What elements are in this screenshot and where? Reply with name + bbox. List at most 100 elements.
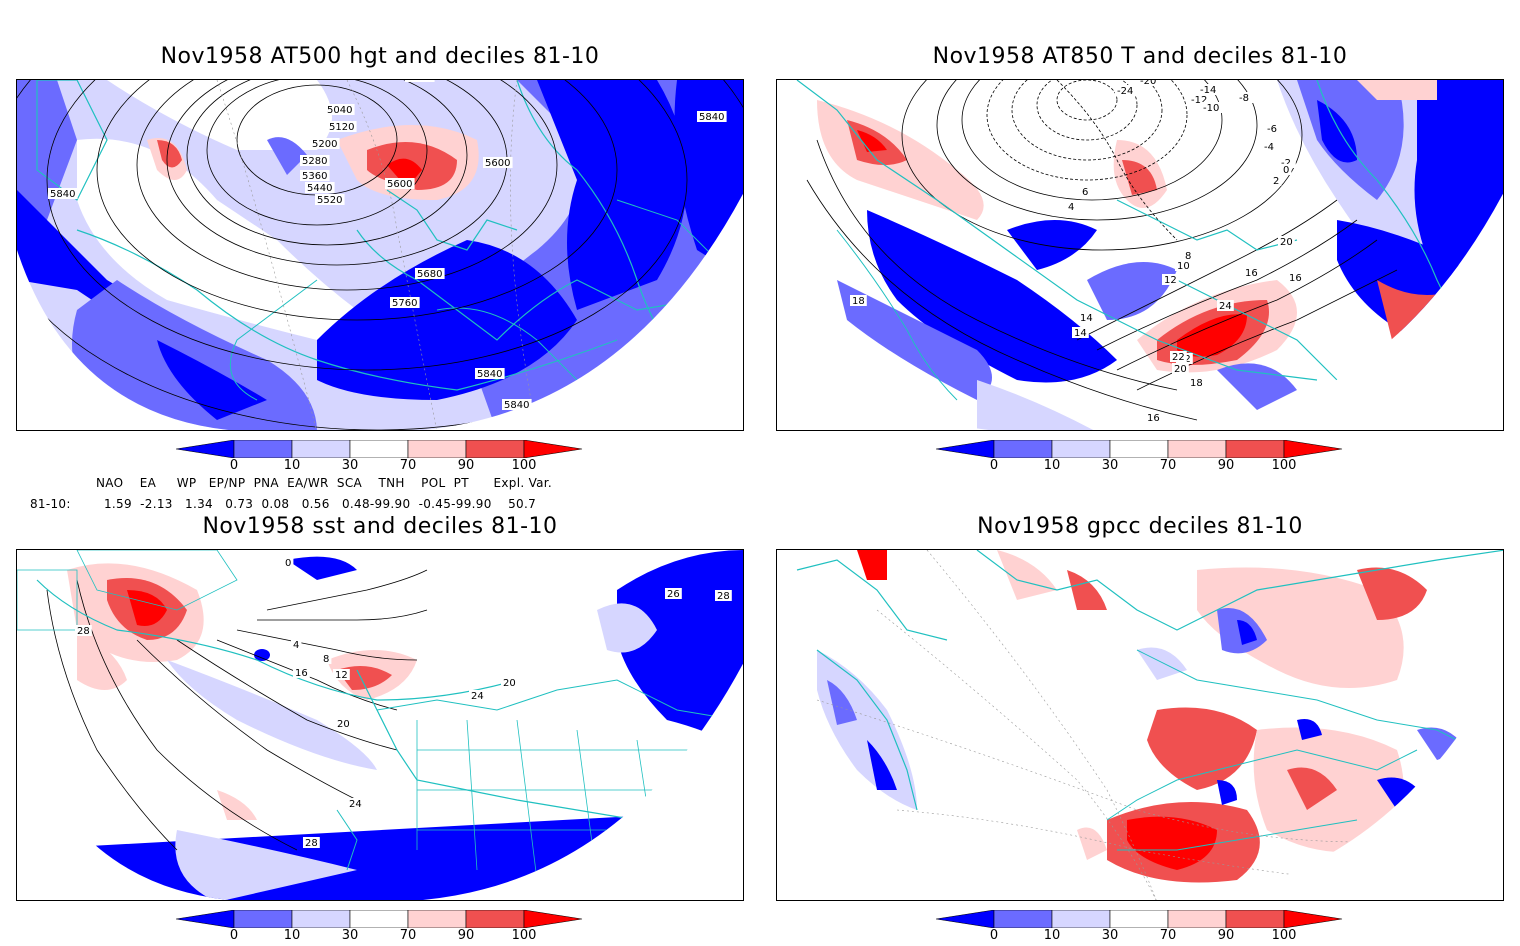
- svg-text:5760: 5760: [392, 298, 417, 309]
- contour-label: 5120: [327, 121, 357, 133]
- svg-text:5600: 5600: [387, 179, 412, 190]
- svg-text:5360: 5360: [302, 171, 327, 182]
- colorbar-swatches: [176, 910, 583, 928]
- svg-text:16: 16: [295, 668, 308, 679]
- contour-label: -24: [1115, 85, 1139, 97]
- colorbar-segment: [993, 440, 1053, 458]
- contour-label: -12: [1189, 94, 1213, 106]
- svg-text:14: 14: [1080, 313, 1093, 324]
- colorbar-bottom-left: 0 10 30 70 90 100: [176, 910, 596, 946]
- svg-text:5680: 5680: [417, 269, 442, 280]
- svg-text:0: 0: [285, 558, 291, 569]
- svg-text:18: 18: [852, 296, 865, 307]
- svg-text:-10: -10: [1203, 103, 1219, 114]
- colorbar-tick-label: 100: [511, 928, 537, 943]
- contour-label: 0: [283, 557, 294, 569]
- colorbar-segment: [465, 440, 525, 458]
- svg-text:22: 22: [1172, 352, 1185, 363]
- colorbar-tick-label: 30: [341, 928, 359, 943]
- svg-text:5520: 5520: [317, 195, 342, 206]
- svg-text:5120: 5120: [329, 122, 354, 133]
- map-panel-gpcc: [776, 549, 1504, 901]
- contour-label: 5840: [475, 368, 505, 380]
- colorbar-tick-label: 10: [1043, 928, 1061, 943]
- svg-text:4: 4: [1068, 202, 1074, 213]
- map-sst-graphic: 0 4 8 12 16 20 24 28 28 24 20 26 28: [17, 550, 743, 900]
- colorbar-segment: [407, 440, 467, 458]
- svg-text:10: 10: [1177, 261, 1190, 272]
- contour-label: 28: [715, 590, 732, 602]
- colorbar-end-low: [176, 910, 235, 928]
- contour-label: 14: [1078, 312, 1095, 324]
- colorbar-tick-label: 100: [1271, 928, 1297, 943]
- contour-label: 5600: [483, 157, 513, 169]
- contour-label: 5200: [310, 138, 340, 150]
- svg-text:5200: 5200: [312, 139, 337, 150]
- svg-text:28: 28: [77, 626, 90, 637]
- colorbar-tick-label: 10: [283, 458, 301, 473]
- contour-label: -10: [1201, 102, 1225, 114]
- colorbar-tick-label: 90: [457, 928, 475, 943]
- colorbar-tick-label: 70: [399, 928, 417, 943]
- svg-text:26: 26: [667, 589, 680, 600]
- contour-label: 16: [1243, 267, 1260, 279]
- colorbar-segment: [993, 910, 1053, 928]
- colorbar-segment: [1225, 910, 1285, 928]
- svg-text:-24: -24: [1117, 86, 1133, 97]
- contour-label: -20: [1138, 80, 1162, 87]
- colorbar-tick-label: 70: [1159, 458, 1177, 473]
- svg-text:-8: -8: [1239, 93, 1249, 104]
- contour-label: 5520: [315, 194, 345, 206]
- colorbar-swatches: [176, 440, 583, 458]
- colorbar-segment: [1167, 910, 1227, 928]
- map-t850-graphic: -24-20-14-12-10-8-6-4-202468101214141616…: [777, 80, 1503, 430]
- svg-text:5280: 5280: [302, 156, 327, 167]
- contour-label: 16: [293, 667, 310, 679]
- panel-title-t850: Nov1958 AT850 T and deciles 81-10: [932, 44, 1348, 69]
- contour-label: 4: [1066, 201, 1077, 213]
- colorbar-tick-label: 30: [341, 458, 359, 473]
- colorbar-end-low: [936, 440, 995, 458]
- svg-text:5840: 5840: [477, 369, 502, 380]
- contour-label: 5360: [300, 170, 330, 182]
- colorbar-segment: [349, 440, 409, 458]
- svg-text:8: 8: [1185, 251, 1191, 262]
- svg-text:18: 18: [1190, 378, 1203, 389]
- svg-text:14: 14: [1074, 328, 1087, 339]
- colorbar-end-high: [523, 440, 583, 458]
- contour-label: 22: [1170, 351, 1187, 363]
- contour-label: 24: [469, 690, 486, 702]
- contour-label: 5600: [385, 178, 415, 190]
- contour-label: -6: [1265, 123, 1282, 135]
- colorbar-segment: [465, 910, 525, 928]
- colorbar-tick-label: 0: [989, 458, 999, 473]
- colorbar-segment: [291, 440, 351, 458]
- colorbar-end-low: [936, 910, 995, 928]
- colorbar-tick-label: 100: [511, 458, 537, 473]
- colorbar-segment: [349, 910, 409, 928]
- colorbar-end-high: [523, 910, 583, 928]
- colorbar-segment: [291, 910, 351, 928]
- indices-header: NAO EA WP EP/NP PNA EA/WR SCA TNH POL PT…: [96, 476, 553, 490]
- contour-label: 2: [1271, 175, 1282, 187]
- colorbar-tick-label: 30: [1101, 928, 1119, 943]
- indices-period-label: 81-10:: [30, 497, 71, 511]
- contour-label: 5280: [300, 155, 330, 167]
- contour-label: 16: [1287, 272, 1304, 284]
- map-panel-sst: 0 4 8 12 16 20 24 28 28 24 20 26 28: [16, 549, 744, 901]
- colorbar-end-high: [1283, 910, 1343, 928]
- colorbar-tick-label: 0: [229, 458, 239, 473]
- svg-text:5840: 5840: [50, 189, 75, 200]
- contour-label: -2: [1279, 157, 1296, 169]
- contour-label: 10: [1175, 260, 1192, 272]
- panel-title-sst: Nov1958 sst and deciles 81-10: [202, 514, 558, 539]
- contour-label: 14: [1072, 327, 1089, 339]
- colorbar-top-right: 0 10 30 70 90 100: [936, 440, 1356, 476]
- colorbar-end-low: [176, 440, 235, 458]
- colorbar-bottom-right: 0 10 30 70 90 100: [936, 910, 1356, 946]
- colorbar-segment: [233, 910, 293, 928]
- svg-text:5840: 5840: [699, 112, 724, 123]
- svg-text:-12: -12: [1191, 95, 1207, 106]
